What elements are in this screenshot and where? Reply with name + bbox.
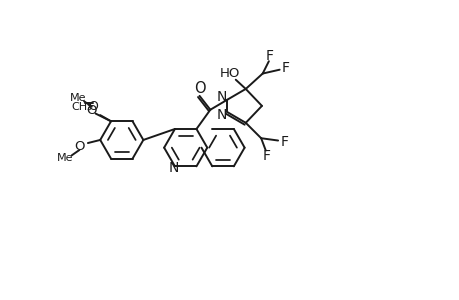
Text: N: N (168, 161, 178, 175)
Text: HO: HO (220, 67, 240, 80)
Text: CH₃: CH₃ (71, 102, 92, 112)
Text: F: F (265, 49, 273, 63)
Text: Me: Me (56, 153, 73, 164)
Text: O: O (74, 140, 84, 153)
Text: F: F (280, 135, 288, 149)
Text: N: N (216, 108, 227, 122)
Text: F: F (281, 61, 289, 75)
Text: N: N (216, 90, 227, 104)
Text: Me: Me (69, 93, 86, 103)
Text: F: F (262, 149, 270, 163)
Text: O: O (193, 81, 205, 96)
Text: O: O (88, 100, 98, 113)
Text: O: O (86, 104, 97, 117)
